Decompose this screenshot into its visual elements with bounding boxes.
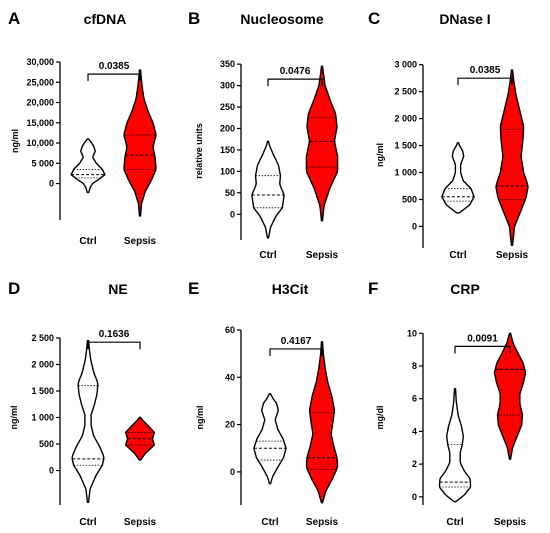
y-tick-label: 25,000 (26, 77, 54, 87)
p-value-label: 0.0091 (467, 333, 498, 344)
y-tick-label: 4 (412, 426, 417, 436)
p-value-label: 0.0385 (470, 65, 501, 76)
violin-sepsis (123, 69, 157, 217)
panel-title: Nucleosome (240, 11, 323, 27)
y-axis-label: ng/ml (375, 143, 385, 167)
panel-title: CRP (450, 281, 480, 297)
y-axis-label: mg/dl (375, 406, 385, 430)
y-tick-label: 10,000 (26, 138, 54, 148)
y-tick-label: 0 (412, 221, 417, 231)
y-tick-label: 150 (220, 145, 235, 155)
p-value-label: 0.1636 (99, 329, 130, 340)
category-label: Ctrl (79, 517, 96, 528)
y-tick-label: 60 (225, 325, 235, 335)
violin-sepsis (305, 341, 339, 504)
category-label: Ctrl (446, 517, 463, 528)
y-tick-label: 20 (225, 420, 235, 430)
category-label: Ctrl (261, 517, 278, 528)
violin-sepsis (495, 69, 529, 246)
y-tick-label: 2 000 (394, 114, 417, 124)
violin-sepsis (493, 332, 527, 460)
violin-ctrl (441, 142, 475, 214)
p-value-label: 0.4167 (281, 336, 312, 347)
panel-b: B Nucleosome 0 50 100 150 200 250 300 350 relative… (188, 9, 339, 261)
y-axis-label: relative units (194, 123, 204, 179)
y-tick-label: 2 500 (394, 87, 417, 97)
p-value-label: 0.0476 (280, 66, 311, 77)
category-label: Sepsis (124, 236, 157, 247)
category-label: Sepsis (494, 517, 527, 528)
panel-title: DNase I (439, 11, 490, 27)
y-tick-label: 0 (49, 466, 54, 476)
y-tick-label: 6 (412, 394, 417, 404)
category-label: Sepsis (306, 250, 339, 261)
y-tick-label: 350 (220, 59, 235, 69)
panel-e: E H3Cit 0 20 40 60 ng/ml Ctrl Sepsis 0.4167 (188, 279, 339, 528)
panel-title: H3Cit (272, 281, 309, 297)
y-tick-label: 0 (230, 209, 235, 219)
significance-bracket (87, 73, 141, 82)
violin-ctrl (438, 388, 472, 503)
panel-title: NE (108, 281, 127, 297)
y-tick-label: 250 (220, 102, 235, 112)
significance-bracket (267, 78, 323, 87)
violin-sepsis (305, 65, 339, 222)
significance-bracket (457, 77, 513, 86)
category-label: Sepsis (124, 517, 157, 528)
violin-ctrl (253, 393, 287, 485)
p-value-label: 0.0385 (99, 61, 130, 72)
significance-bracket (87, 341, 141, 350)
y-tick-label: 100 (220, 166, 235, 176)
category-label: Sepsis (306, 517, 339, 528)
y-tick-label: 8 (412, 361, 417, 371)
category-label: Ctrl (259, 250, 276, 261)
panel-letter: A (8, 9, 20, 28)
panel-letter: E (188, 279, 199, 298)
y-axis-label: ng/ml (195, 406, 205, 430)
y-tick-label: 0 (412, 492, 417, 502)
violin-ctrl (70, 138, 106, 194)
y-tick-label: 15,000 (26, 118, 54, 128)
violin-ctrl (251, 140, 285, 239)
y-tick-label: 2 000 (31, 359, 54, 369)
y-tick-label: 30,000 (26, 57, 54, 67)
y-tick-label: 1 000 (31, 413, 54, 423)
category-label: Ctrl (79, 236, 96, 247)
y-tick-label: 3 000 (394, 60, 417, 70)
y-axis-label: ng/ml (9, 406, 19, 430)
panel-title: cfDNA (84, 11, 127, 27)
y-axis-label: ng/ml (10, 129, 20, 153)
y-tick-label: 2 (412, 459, 417, 469)
y-tick-label: 0 (230, 467, 235, 477)
panel-letter: C (368, 9, 380, 28)
category-label: Sepsis (496, 250, 529, 261)
panel-letter: F (368, 279, 378, 298)
y-tick-label: 2 500 (31, 333, 54, 343)
panel-letter: D (8, 279, 20, 298)
y-tick-label: 300 (220, 81, 235, 91)
y-tick-label: 500 (402, 194, 417, 204)
y-tick-label: 40 (225, 372, 235, 382)
panel-f: F CRP 0 2 4 6 8 10 mg/dl Ctrl Sepsis 0.0091 (368, 279, 527, 528)
y-tick-label: 1 500 (31, 386, 54, 396)
panel-d: D NE 0 500 1 000 1 500 2 000 2 500 ng/ml Ctrl Seps… (8, 279, 157, 528)
y-tick-label: 1 000 (394, 168, 417, 178)
y-tick-label: 5 000 (31, 158, 54, 168)
panel-letter: B (188, 9, 200, 28)
y-tick-label: 10 (407, 328, 417, 338)
y-tick-label: 500 (39, 439, 54, 449)
y-tick-label: 50 (225, 188, 235, 198)
y-tick-label: 0 (49, 179, 54, 189)
category-label: Ctrl (449, 250, 466, 261)
y-tick-label: 20,000 (26, 98, 54, 108)
y-tick-label: 1 500 (394, 141, 417, 151)
significance-bracket (454, 345, 511, 354)
significance-bracket (269, 348, 323, 356)
y-tick-label: 200 (220, 123, 235, 133)
violin-ctrl (71, 339, 105, 504)
panel-c: C DNase I 0 500 1 000 1 500 2 000 2 500 3 000 ng/… (368, 9, 529, 261)
